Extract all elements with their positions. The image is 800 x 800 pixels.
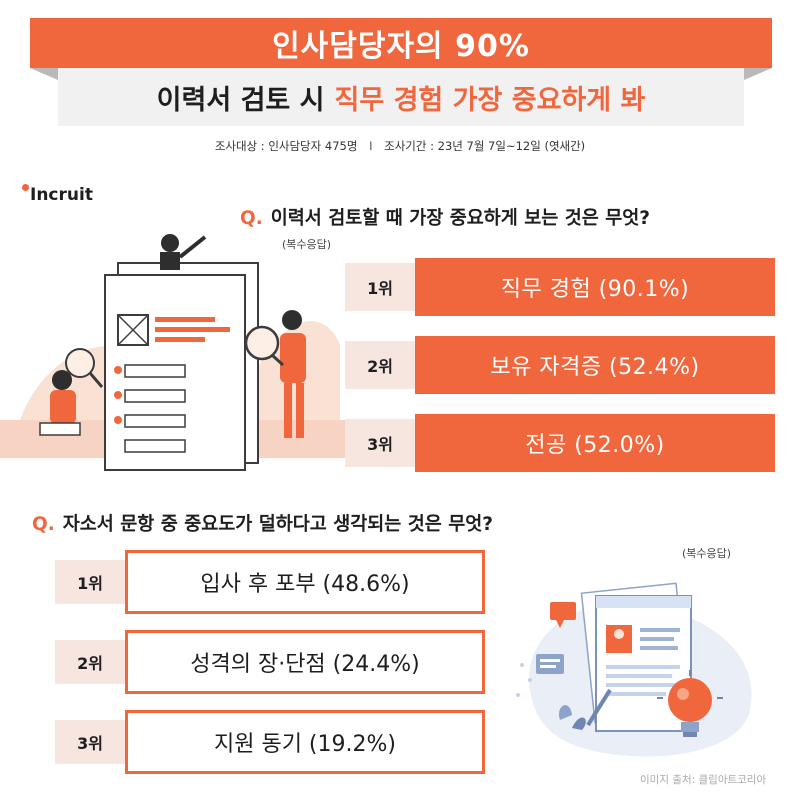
logo-dot-icon — [22, 184, 29, 191]
document-with-chat-icon — [516, 582, 752, 757]
subtitle-highlight: 직무 경험 가장 중요하게 봐 — [334, 84, 646, 116]
q2-result-2: 성격의 장·단점 (24.4%) — [125, 630, 485, 694]
survey-info: 조사대상 : 인사담당자 475명 I 조사기간 : 23년 7월 7일~12일… — [0, 138, 800, 154]
question1-note: (복수응답) — [282, 238, 332, 251]
survey-period: 조사기간 : 23년 7월 7일~12일 (엿새간) — [384, 139, 586, 153]
q2-result-1: 입사 후 포부 (48.6%) — [125, 550, 485, 614]
logo-text: Incruit — [30, 185, 93, 205]
q1-rank-1: 1위 — [345, 263, 415, 311]
subtitle-band: 이력서 검토 시 직무 경험 가장 중요하게 봐 — [58, 68, 744, 126]
question2-q-mark: Q. — [32, 514, 55, 535]
question1-text: 이력서 검토할 때 가장 중요하게 보는 것은 무엇? — [270, 208, 650, 229]
q1-result-1: 직무 경험 (90.1%) — [415, 258, 775, 316]
q1-rank-2: 2위 — [345, 341, 415, 389]
image-credit: 이미지 출처: 클립아트코리아 — [640, 774, 767, 786]
q2-rank-3: 3위 — [55, 720, 125, 764]
ribbon-fold-left — [30, 68, 58, 80]
headline-banner: 인사담당자의 90% — [30, 18, 772, 68]
incruit-logo: Incruit — [22, 184, 93, 205]
subtitle-plain: 이력서 검토 시 — [156, 84, 325, 116]
q2-result-3: 지원 동기 (19.2%) — [125, 710, 485, 774]
survey-separator: I — [369, 139, 373, 153]
resume-illustration — [0, 234, 345, 471]
q1-result-3: 전공 (52.0%) — [415, 414, 775, 472]
survey-target: 조사대상 : 인사담당자 475명 — [214, 139, 358, 153]
question1-q-mark: Q. — [240, 208, 263, 229]
q1-result-2: 보유 자격증 (52.4%) — [415, 336, 775, 394]
question2-note: (복수응답) — [682, 547, 732, 560]
q2-rank-1: 1위 — [55, 560, 125, 604]
q1-rank-3: 3위 — [345, 419, 415, 467]
ribbon-fold-right — [744, 68, 772, 80]
question2-title: Q. 자소서 문항 중 중요도가 덜하다고 생각되는 것은 무엇? — [32, 510, 493, 536]
question1-title: Q. 이력서 검토할 때 가장 중요하게 보는 것은 무엇? — [240, 204, 650, 230]
q2-rank-2: 2위 — [55, 640, 125, 684]
question2-text: 자소서 문항 중 중요도가 덜하다고 생각되는 것은 무엇? — [62, 514, 494, 535]
lightbulb-icon — [657, 670, 723, 737]
